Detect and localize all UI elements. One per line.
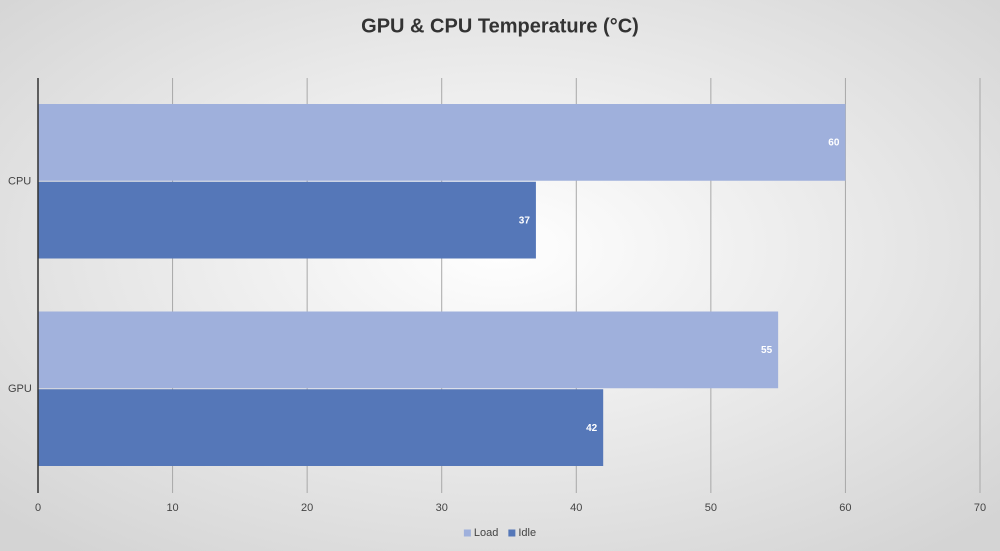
legend-label: Load — [474, 527, 498, 539]
legend-swatch — [508, 529, 516, 537]
x-tick-label: 20 — [301, 502, 313, 514]
y-tick-label: GPU — [8, 383, 32, 395]
data-label: 60 — [828, 138, 840, 149]
legend-swatch — [463, 529, 471, 537]
chart-title: GPU & CPU Temperature (°C) — [361, 15, 639, 37]
x-tick-label: 50 — [705, 502, 717, 514]
bar — [38, 104, 846, 181]
legend-label: Idle — [518, 527, 536, 539]
y-tick-label: CPU — [8, 176, 31, 188]
bar — [38, 389, 604, 466]
bar — [38, 311, 779, 389]
x-tick-label: 30 — [436, 502, 448, 514]
x-tick-label: 0 — [35, 502, 41, 514]
bar — [38, 181, 536, 259]
x-tick-label: 70 — [974, 502, 986, 514]
x-tick-label: 40 — [570, 502, 582, 514]
data-label: 42 — [586, 423, 598, 434]
x-tick-label: 60 — [839, 502, 851, 514]
x-tick-label: 10 — [166, 502, 178, 514]
data-label: 37 — [519, 215, 531, 226]
data-label: 55 — [761, 345, 773, 356]
legend: Load Idle — [463, 527, 536, 539]
